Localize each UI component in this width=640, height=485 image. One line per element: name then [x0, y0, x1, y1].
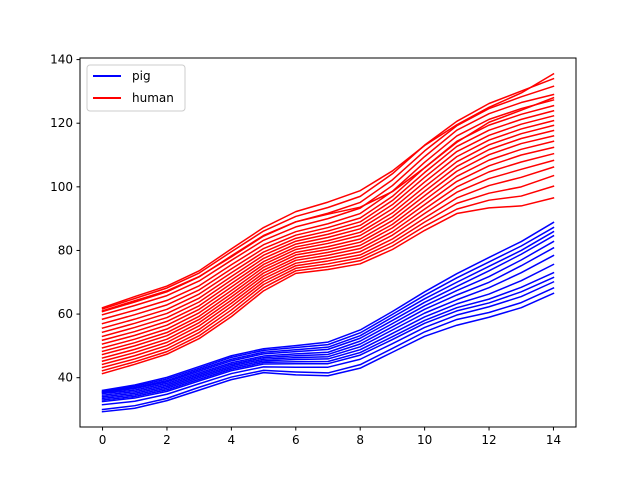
x-tick-label: 10	[417, 433, 432, 447]
x-tick-label: 12	[481, 433, 496, 447]
legend: pig human	[86, 64, 186, 112]
series-line-pig-8	[101, 246, 555, 397]
y-tick-label: 40	[58, 371, 73, 385]
series-line-human-11	[101, 124, 555, 342]
legend-label-pig: pig	[132, 69, 151, 83]
y-tick-label: 100	[50, 180, 73, 194]
axes-layer: 0 2 4 6 8 10 12 14 40 60 80 100 120 140	[50, 53, 577, 447]
series-line-pig-13	[101, 221, 555, 392]
series-line-human-2	[101, 185, 555, 372]
series-line-human-12	[101, 119, 555, 338]
series-line-human-9	[101, 135, 555, 349]
series-line-pig-9	[101, 240, 555, 395]
series-line-human-17	[101, 93, 555, 316]
plot-frame	[79, 57, 577, 428]
series-line-pig-10	[101, 234, 555, 394]
series-line-human-10	[101, 129, 555, 345]
y-tick-label: 140	[50, 53, 73, 67]
series-line-human-3	[101, 174, 555, 369]
x-tick-label: 14	[546, 433, 561, 447]
series-line-human-20	[101, 72, 555, 309]
series-line-pig-6	[101, 263, 555, 400]
series-line-human-5	[101, 159, 555, 363]
series-line-pig-3	[101, 280, 555, 406]
series-line-pig-11	[101, 230, 555, 393]
series-line-human-8	[101, 140, 555, 353]
legend-label-human: human	[132, 91, 174, 105]
series-line-human-16	[101, 99, 555, 321]
series-line-pig-12	[101, 226, 555, 393]
x-tick-label: 8	[356, 433, 364, 447]
series-line-pig-7	[101, 254, 555, 398]
y-tick-label: 60	[58, 307, 73, 321]
series-line-human-21	[101, 96, 555, 312]
series-line-human-13	[101, 114, 555, 334]
series-line-pig-2	[101, 286, 555, 411]
series-line-pig-1	[101, 292, 555, 413]
series-line-human-6	[101, 152, 555, 359]
y-tick-label: 80	[58, 243, 73, 257]
series-line-pig-5	[101, 271, 555, 401]
series-line-human-7	[101, 146, 555, 356]
series-line-human-19	[101, 77, 555, 310]
x-tick-label: 2	[163, 433, 171, 447]
series-line-pig-4	[101, 276, 555, 403]
x-tick-label: 0	[99, 433, 107, 447]
series-line-human-15	[101, 104, 555, 325]
x-tick-label: 6	[292, 433, 300, 447]
series-line-human-14	[101, 109, 555, 329]
x-tick-label: 4	[228, 433, 236, 447]
y-tick-label: 120	[50, 116, 73, 130]
series-line-human-1	[101, 197, 555, 375]
series-lines-layer	[101, 72, 555, 413]
series-line-human-4	[101, 166, 555, 366]
